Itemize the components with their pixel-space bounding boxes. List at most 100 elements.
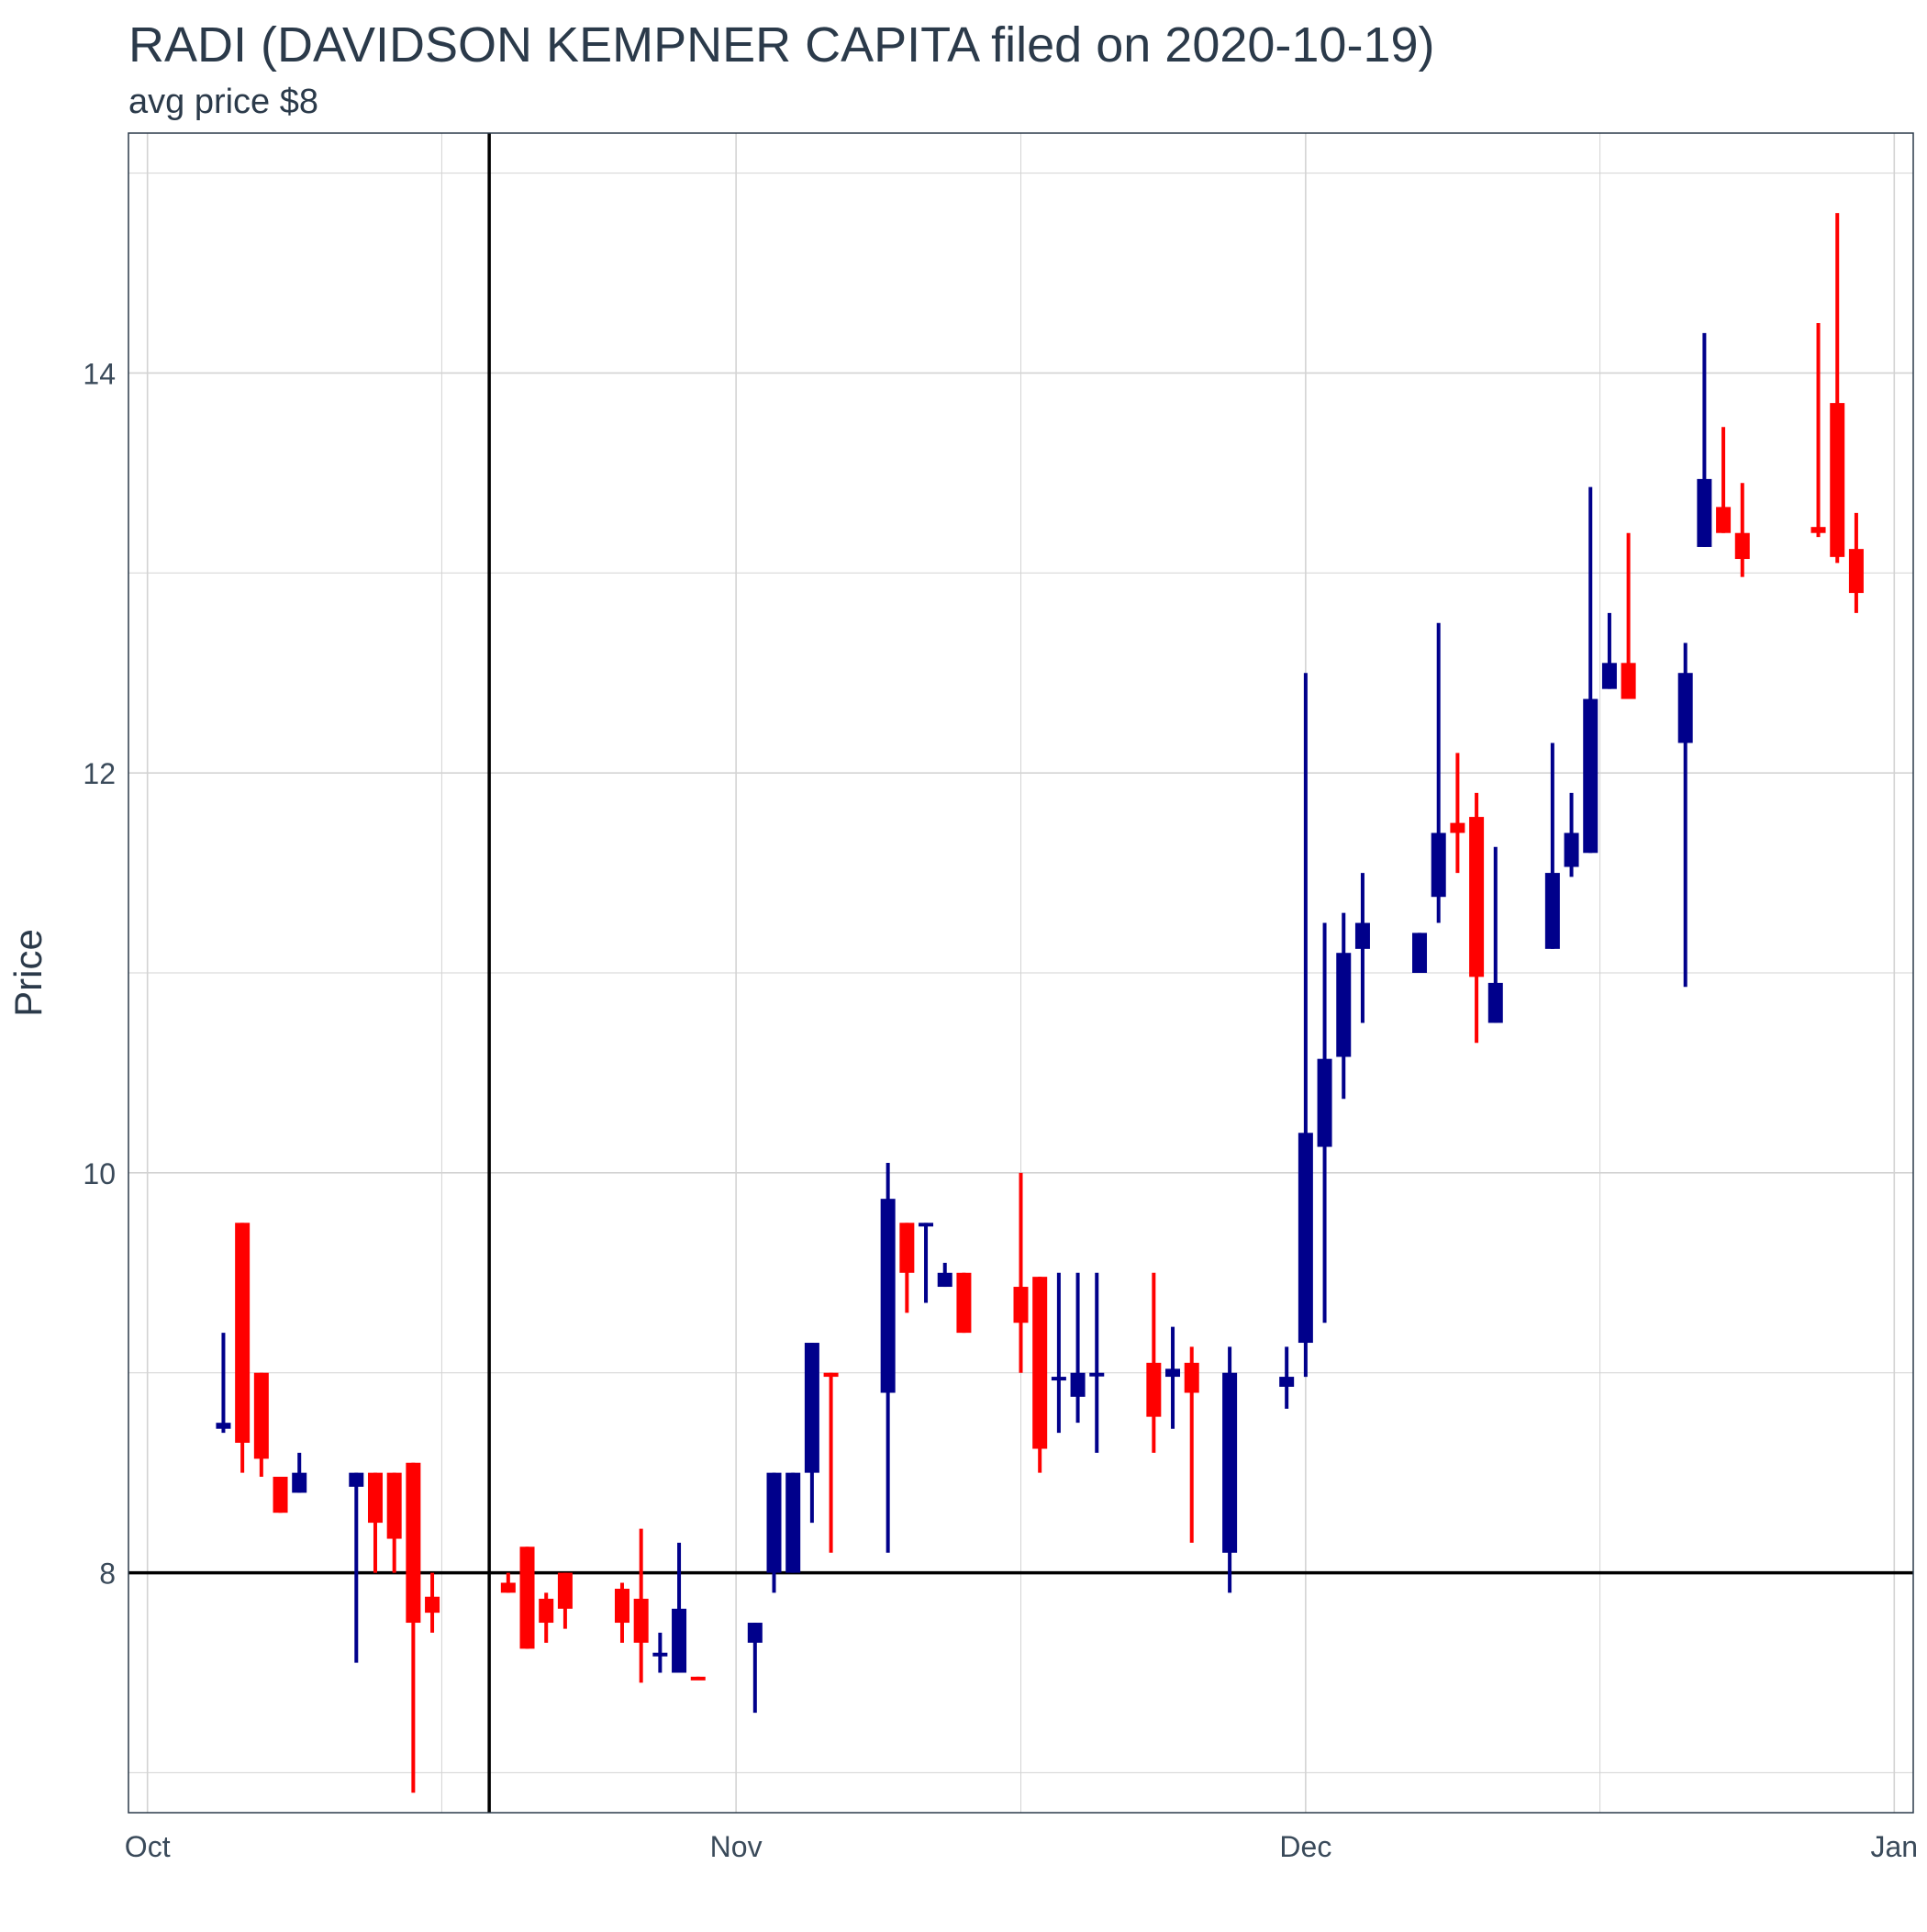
y-tick-label: 10 [83, 1157, 116, 1190]
candle [216, 1333, 231, 1434]
candle-body [937, 1272, 952, 1288]
candle-body [1848, 549, 1864, 594]
candle [1583, 486, 1598, 854]
chart-title: RADI (DAVIDSON KEMPNER CAPITA filed on 2… [128, 17, 1435, 73]
candle-body [766, 1472, 782, 1573]
candle [804, 1343, 819, 1524]
y-tick-label: 12 [83, 757, 116, 790]
candle [425, 1572, 440, 1633]
candle [1431, 622, 1446, 923]
candle [1089, 1272, 1105, 1453]
candle [1564, 792, 1579, 877]
candle-body [1165, 1368, 1181, 1378]
candle-body [367, 1472, 383, 1524]
candle [367, 1472, 383, 1573]
grid [128, 133, 1913, 1813]
candle-body [785, 1472, 801, 1573]
candle [386, 1472, 402, 1573]
candle-body [519, 1547, 535, 1649]
candle [633, 1528, 649, 1683]
candle-body [235, 1223, 251, 1443]
candle-body [1089, 1372, 1105, 1377]
candle [880, 1162, 896, 1553]
candle-body [1317, 1058, 1332, 1147]
candle [1051, 1272, 1066, 1434]
candle [1830, 213, 1845, 564]
candle-body [1830, 403, 1845, 557]
reference-lines [128, 133, 1913, 1813]
candle-body [633, 1598, 649, 1643]
candle-body [880, 1199, 896, 1393]
x-tick-label: Oct [125, 1830, 171, 1863]
candle-body [273, 1477, 288, 1513]
candle-body [386, 1472, 402, 1539]
candle [1412, 932, 1428, 973]
candle [1336, 912, 1352, 1100]
candle-body [1184, 1362, 1199, 1393]
candle-body [1336, 953, 1352, 1057]
candle [956, 1272, 972, 1334]
candle-body [1051, 1377, 1066, 1381]
candle-body [349, 1472, 364, 1487]
candle [1601, 612, 1617, 689]
candle [1165, 1326, 1181, 1429]
candle [1716, 427, 1732, 533]
candle [1621, 532, 1636, 699]
candle [899, 1223, 915, 1313]
candle-body [1354, 922, 1370, 949]
candle-body [672, 1608, 687, 1673]
candle [1298, 673, 1313, 1378]
candle-body [1734, 532, 1750, 560]
x-tick-label: Nov [710, 1830, 763, 1863]
candle [519, 1547, 535, 1649]
candle [253, 1372, 269, 1477]
candle [937, 1262, 952, 1288]
plot-border [128, 132, 1914, 1814]
candle-body [1032, 1277, 1048, 1449]
y-tick-label: 8 [99, 1558, 116, 1591]
candle [1032, 1277, 1048, 1473]
candle-body [1146, 1362, 1162, 1417]
candle [1222, 1346, 1238, 1593]
candle-body [1431, 832, 1446, 898]
candle [406, 1462, 421, 1793]
candle-body [253, 1372, 269, 1459]
candle-body [614, 1589, 629, 1624]
candle-body [500, 1582, 516, 1593]
candle-body [1810, 527, 1826, 533]
candle [1469, 792, 1485, 1044]
candle [539, 1592, 554, 1643]
candle-body [1298, 1133, 1313, 1344]
candle [1677, 642, 1693, 988]
candle [1354, 873, 1370, 1023]
candle-body [1564, 832, 1579, 867]
candle [747, 1623, 763, 1714]
candle-body [919, 1223, 934, 1227]
y-axis-label: Price [6, 929, 50, 1017]
candle-body [1279, 1377, 1295, 1387]
candle [500, 1572, 516, 1593]
candle-body [557, 1572, 573, 1609]
candle [766, 1472, 782, 1593]
candle-body [1677, 673, 1693, 743]
candle [1184, 1346, 1199, 1543]
candle [1734, 483, 1750, 577]
candle [672, 1542, 687, 1673]
candle [1146, 1272, 1162, 1453]
candle [1450, 753, 1465, 874]
y-tick-label: 14 [83, 357, 116, 390]
candle-body [804, 1343, 819, 1473]
candles [216, 213, 1864, 1793]
candle [1279, 1346, 1295, 1409]
candle [785, 1472, 801, 1573]
candle [1697, 332, 1712, 547]
candle-body [690, 1676, 706, 1681]
candle-body [292, 1472, 307, 1493]
candle-body [956, 1272, 972, 1334]
candle-body [652, 1652, 668, 1657]
candle [1810, 322, 1826, 538]
candle-body [425, 1596, 440, 1614]
candle-body [1544, 873, 1560, 949]
